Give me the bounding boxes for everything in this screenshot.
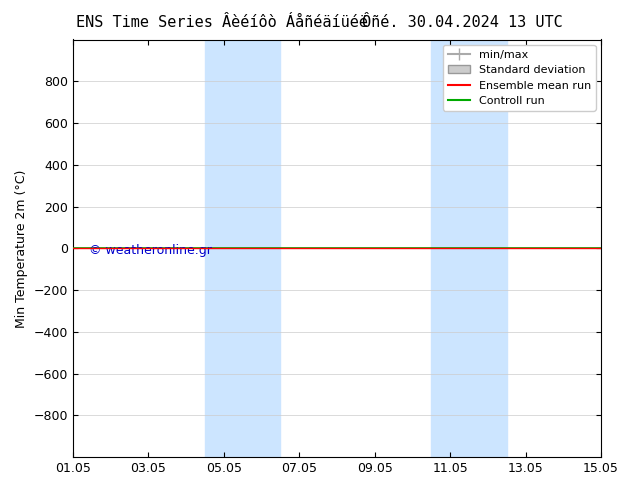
Legend: min/max, Standard deviation, Ensemble mean run, Controll run: min/max, Standard deviation, Ensemble me… <box>443 45 595 111</box>
Bar <box>205 40 280 457</box>
Text: © weatheronline.gr: © weatheronline.gr <box>89 244 212 257</box>
Bar <box>431 40 507 457</box>
Text: ENS Time Series Âèéíôò Áåñéäíüéë: ENS Time Series Âèéíôò Áåñéäíüéë <box>76 15 368 30</box>
Text: Ôñé. 30.04.2024 13 UTC: Ôñé. 30.04.2024 13 UTC <box>363 15 563 30</box>
Y-axis label: Min Temperature 2m (°C): Min Temperature 2m (°C) <box>15 169 28 327</box>
